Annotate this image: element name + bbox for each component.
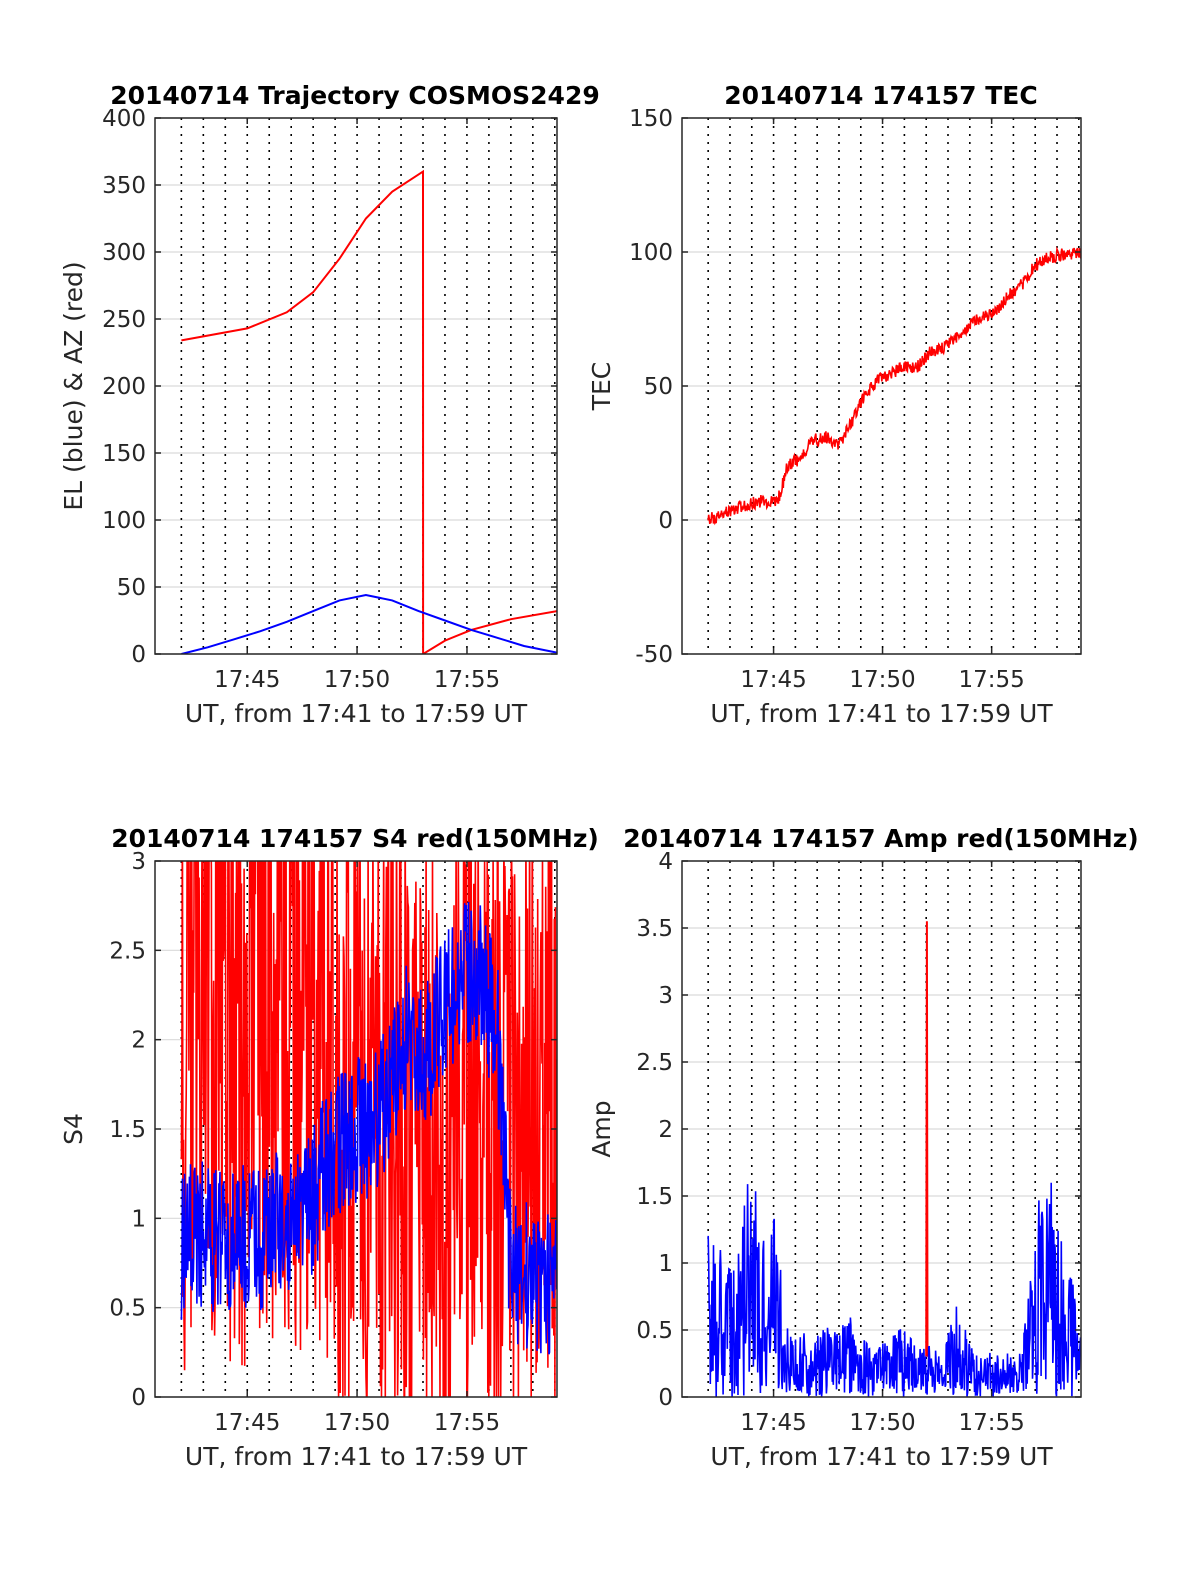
x-tick-label: 17:55 (959, 1410, 1025, 1436)
plot-area (707, 921, 1081, 1397)
y-axis-label: S4 (59, 1113, 88, 1145)
y-tick-label: 400 (102, 106, 146, 132)
x-tick-label: 17:45 (214, 1410, 280, 1436)
series-line-blue (181, 593, 557, 654)
y-tick-label: 0 (131, 1385, 146, 1411)
y-tick-label: 300 (102, 240, 146, 266)
y-tick-label: 3 (131, 849, 146, 875)
y-tick-label: 100 (102, 508, 146, 534)
y-tick-label: 350 (102, 173, 146, 199)
y-tick-label: 2.5 (109, 938, 146, 964)
y-tick-label: 100 (629, 240, 673, 266)
x-axis-label: UT, from 17:41 to 17:59 UT (185, 699, 528, 728)
x-tick-label: 17:50 (324, 667, 390, 693)
plot-area (180, 861, 557, 1397)
y-tick-label: 2.5 (636, 1050, 673, 1076)
x-tick-label: 17:45 (214, 667, 280, 693)
series-line-red (180, 861, 557, 1397)
y-tick-label: 50 (644, 374, 673, 400)
series-line-red (181, 169, 557, 654)
y-tick-label: 3.5 (636, 916, 673, 942)
x-tick-label: 17:50 (324, 1410, 390, 1436)
y-tick-label: 150 (102, 441, 146, 467)
x-tick-label: 17:55 (434, 1410, 500, 1436)
y-tick-label: 1 (658, 1251, 673, 1277)
chart-title: 20140714 174157 Amp red(150MHz) (623, 824, 1139, 853)
chart-trajectory: 0 50 100 150 200 250 300 350 400 17:45 17:50 17:55 2… (59, 81, 600, 728)
chart-tec: -50 0 50 100 150 17:45 17:50 17:55 20140714 1741… (587, 81, 1082, 728)
series-line-blue (180, 901, 557, 1355)
x-tick-label: 17:55 (434, 667, 500, 693)
y-axis-label: EL (blue) & AZ (red) (59, 261, 88, 510)
y-tick-label: 0.5 (636, 1318, 673, 1344)
plot-area (707, 246, 1081, 526)
y-tick-label: 0 (658, 508, 673, 534)
y-tick-label: 2 (658, 1117, 673, 1143)
y-tick-label: 4 (658, 849, 673, 875)
x-tick-label: 17:50 (849, 667, 915, 693)
y-tick-label: 250 (102, 307, 146, 333)
y-tick-label: -50 (635, 642, 673, 668)
y-tick-label: 0.5 (109, 1296, 146, 1322)
y-tick-label: 1.5 (109, 1117, 146, 1143)
x-tick-label: 17:55 (959, 667, 1025, 693)
y-tick-label: 150 (629, 106, 673, 132)
x-axis-label: UT, from 17:41 to 17:59 UT (185, 1442, 528, 1471)
y-tick-label: 1.5 (636, 1184, 673, 1210)
chart-title: 20140714 Trajectory COSMOS2429 (110, 81, 600, 110)
x-tick-label: 17:50 (849, 1410, 915, 1436)
chart-amp: 0 0.5 1 1.5 2 2.5 3 3.5 4 17:45 17:50 17:55 20140714… (587, 824, 1139, 1471)
x-tick-label: 17:45 (740, 667, 806, 693)
series-line-blue (707, 1182, 1081, 1397)
chart-title: 20140714 174157 TEC (724, 81, 1037, 110)
series-line-red (707, 246, 1081, 526)
chart-s4: 0 0.5 1 1.5 2 2.5 3 17:45 17:50 17:55 20140714 174… (59, 824, 599, 1471)
y-tick-label: 2 (131, 1028, 146, 1054)
y-tick-label: 1 (131, 1206, 146, 1232)
y-tick-label: 200 (102, 374, 146, 400)
y-axis-label: TEC (587, 362, 616, 412)
y-tick-label: 0 (658, 1385, 673, 1411)
x-tick-label: 17:45 (740, 1410, 806, 1436)
chart-title: 20140714 174157 S4 red(150MHz) (111, 824, 599, 853)
series-line-red (925, 921, 929, 1357)
y-tick-label: 0 (131, 642, 146, 668)
y-axis-label: Amp (587, 1100, 616, 1157)
x-axis-label: UT, from 17:41 to 17:59 UT (710, 1442, 1053, 1471)
y-tick-label: 50 (117, 575, 146, 601)
plot-area (181, 169, 557, 654)
y-tick-label: 3 (658, 983, 673, 1009)
x-axis-label: UT, from 17:41 to 17:59 UT (710, 699, 1053, 728)
